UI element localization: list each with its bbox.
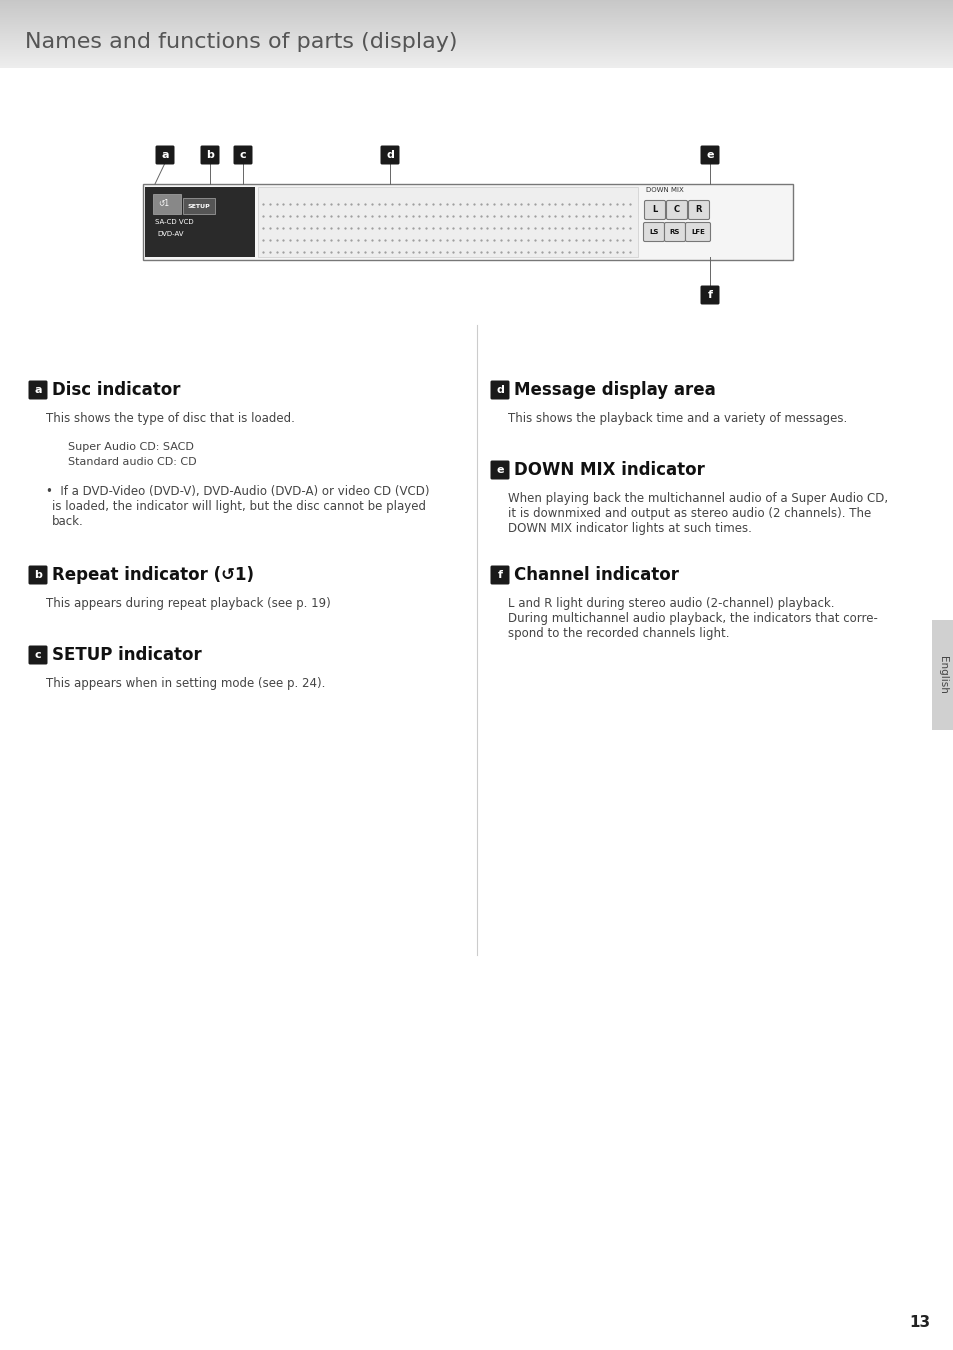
Text: Standard audio CD: CD: Standard audio CD: CD <box>68 458 196 467</box>
FancyBboxPatch shape <box>700 146 719 165</box>
FancyBboxPatch shape <box>644 201 665 220</box>
Text: Channel indicator: Channel indicator <box>514 566 679 585</box>
FancyBboxPatch shape <box>490 460 509 479</box>
FancyBboxPatch shape <box>643 223 664 242</box>
Text: R: R <box>695 205 701 215</box>
FancyBboxPatch shape <box>700 285 719 305</box>
Text: SETUP: SETUP <box>188 204 211 208</box>
Bar <box>642 188 789 256</box>
FancyBboxPatch shape <box>29 645 48 664</box>
FancyBboxPatch shape <box>688 201 709 220</box>
Text: d: d <box>496 385 503 396</box>
Text: Super Audio CD: SACD: Super Audio CD: SACD <box>68 441 193 452</box>
Text: a: a <box>34 385 42 396</box>
Text: Repeat indicator (↺1): Repeat indicator (↺1) <box>52 566 253 585</box>
Text: LFE: LFE <box>690 230 704 235</box>
Text: This appears during repeat playback (see p. 19): This appears during repeat playback (see… <box>46 597 331 610</box>
FancyBboxPatch shape <box>233 146 253 165</box>
Text: e: e <box>496 464 503 475</box>
FancyBboxPatch shape <box>29 566 48 585</box>
FancyBboxPatch shape <box>29 381 48 400</box>
Text: This shows the type of disc that is loaded.: This shows the type of disc that is load… <box>46 412 294 425</box>
Text: d: d <box>386 150 394 161</box>
FancyBboxPatch shape <box>490 566 509 585</box>
Text: back.: back. <box>52 514 84 528</box>
Text: SA-CD VCD: SA-CD VCD <box>154 219 193 225</box>
Text: L and R light during stereo audio (2-channel) playback.: L and R light during stereo audio (2-cha… <box>507 597 834 610</box>
Text: DOWN MIX indicator: DOWN MIX indicator <box>514 460 704 479</box>
Text: a: a <box>161 150 169 161</box>
Text: When playing back the multichannel audio of a Super Audio CD,: When playing back the multichannel audio… <box>507 491 887 505</box>
Bar <box>143 184 792 261</box>
FancyBboxPatch shape <box>380 146 399 165</box>
Text: c: c <box>34 649 41 660</box>
FancyBboxPatch shape <box>664 223 685 242</box>
Text: English: English <box>937 656 947 694</box>
Bar <box>145 188 254 256</box>
Text: •  If a DVD-Video (DVD-V), DVD-Audio (DVD-A) or video CD (VCD): • If a DVD-Video (DVD-V), DVD-Audio (DVD… <box>46 485 429 498</box>
Text: Names and functions of parts (display): Names and functions of parts (display) <box>25 32 457 53</box>
FancyBboxPatch shape <box>685 223 710 242</box>
Text: c: c <box>239 150 246 161</box>
Text: f: f <box>497 570 502 580</box>
Text: b: b <box>206 150 213 161</box>
Text: ↺1: ↺1 <box>158 198 169 208</box>
Text: DOWN MIX indicator lights at such times.: DOWN MIX indicator lights at such times. <box>507 522 751 535</box>
Text: spond to the recorded channels light.: spond to the recorded channels light. <box>507 626 729 640</box>
Bar <box>257 188 638 256</box>
FancyBboxPatch shape <box>490 381 509 400</box>
Text: is loaded, the indicator will light, but the disc cannot be played: is loaded, the indicator will light, but… <box>52 500 426 513</box>
Bar <box>183 198 214 215</box>
Text: DOWN MIX: DOWN MIX <box>645 188 683 193</box>
Text: LS: LS <box>649 230 658 235</box>
Text: RS: RS <box>669 230 679 235</box>
Text: SETUP indicator: SETUP indicator <box>52 647 201 664</box>
Text: b: b <box>34 570 42 580</box>
Text: DVD-AV: DVD-AV <box>157 231 183 238</box>
FancyBboxPatch shape <box>666 201 687 220</box>
Text: Message display area: Message display area <box>514 381 715 400</box>
Text: Disc indicator: Disc indicator <box>52 381 180 400</box>
Text: f: f <box>707 290 712 300</box>
Text: 13: 13 <box>908 1315 929 1330</box>
Bar <box>152 194 181 215</box>
Text: C: C <box>673 205 679 215</box>
Text: During multichannel audio playback, the indicators that corre-: During multichannel audio playback, the … <box>507 612 877 625</box>
FancyBboxPatch shape <box>155 146 174 165</box>
Bar <box>931 620 953 730</box>
Text: This shows the playback time and a variety of messages.: This shows the playback time and a varie… <box>507 412 846 425</box>
Text: e: e <box>705 150 713 161</box>
Text: L: L <box>652 205 657 215</box>
Text: it is downmixed and output as stereo audio (2 channels). The: it is downmixed and output as stereo aud… <box>507 508 870 520</box>
Text: This appears when in setting mode (see p. 24).: This appears when in setting mode (see p… <box>46 676 325 690</box>
FancyBboxPatch shape <box>200 146 219 165</box>
